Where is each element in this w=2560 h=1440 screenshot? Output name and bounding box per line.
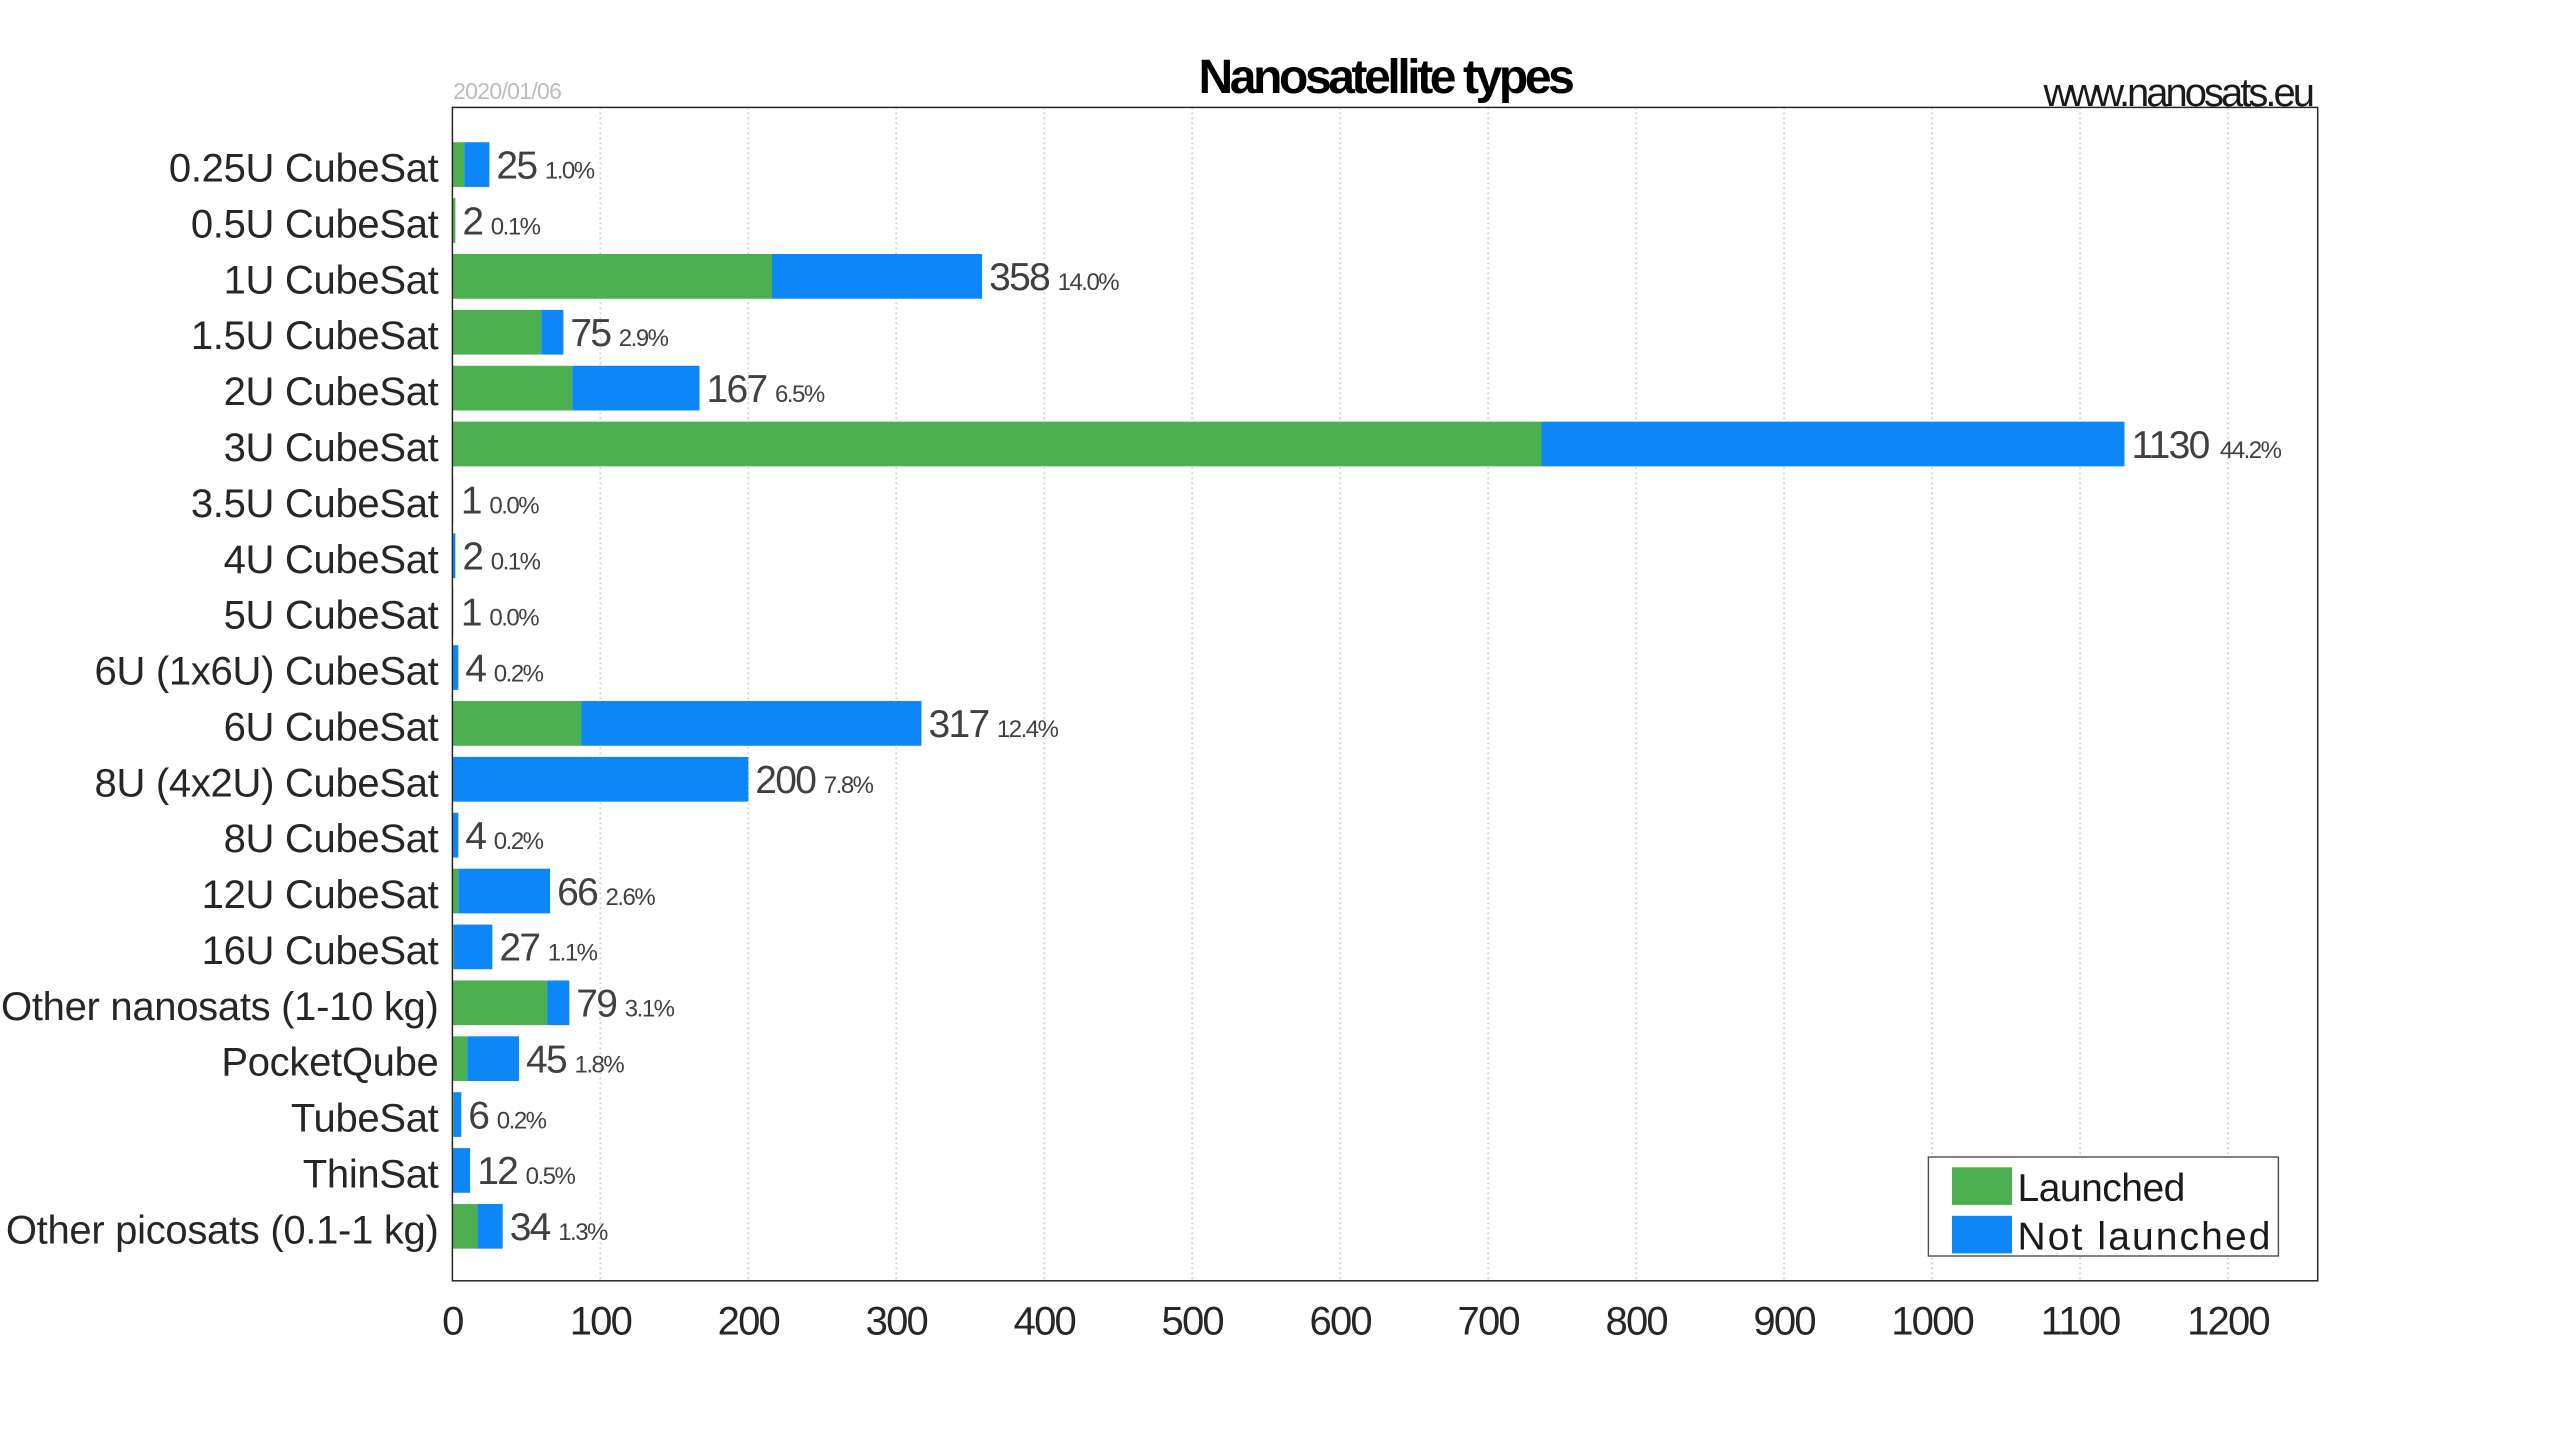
svg-text:8U (4x2U) CubeSat: 8U (4x2U) CubeSat [95,761,439,805]
svg-text:27: 27 [499,927,539,970]
svg-text:Other nanosats (1-10 kg): Other nanosats (1-10 kg) [1,985,438,1029]
svg-text:12.4%: 12.4% [997,716,1059,743]
svg-text:3.1%: 3.1% [625,996,675,1023]
svg-text:400: 400 [1014,1300,1076,1344]
svg-text:www.nanosats.eu: www.nanosats.eu [2042,71,2312,115]
svg-text:79: 79 [576,983,616,1026]
svg-text:300: 300 [866,1300,928,1344]
svg-text:500: 500 [1162,1300,1224,1344]
svg-text:Launched: Launched [2018,1167,2185,1210]
svg-text:66: 66 [557,871,597,914]
svg-text:0.1%: 0.1% [491,213,541,240]
svg-text:34: 34 [510,1206,551,1249]
svg-text:2.6%: 2.6% [606,884,656,911]
svg-text:4U CubeSat: 4U CubeSat [224,538,439,582]
svg-text:1.0%: 1.0% [545,157,595,184]
svg-text:600: 600 [1310,1300,1372,1344]
svg-text:1200: 1200 [2187,1300,2269,1344]
svg-text:800: 800 [1606,1300,1668,1344]
svg-text:1130: 1130 [2132,424,2210,467]
svg-text:Not launched: Not launched [2018,1216,2273,1259]
svg-text:Nanosatellite types: Nanosatellite types [1199,51,1574,104]
svg-text:317: 317 [929,703,989,746]
svg-text:ThinSat: ThinSat [303,1152,439,1196]
svg-text:12U CubeSat: 12U CubeSat [202,873,439,917]
svg-text:4: 4 [465,815,486,858]
svg-text:0.1%: 0.1% [491,549,541,576]
svg-text:6.5%: 6.5% [775,381,825,408]
svg-text:3U CubeSat: 3U CubeSat [224,426,439,470]
svg-text:75: 75 [570,312,611,355]
svg-text:Other picosats (0.1-1 kg): Other picosats (0.1-1 kg) [6,1208,439,1252]
svg-text:0.2%: 0.2% [494,828,544,855]
svg-text:2020/01/06: 2020/01/06 [453,78,561,104]
svg-text:14.0%: 14.0% [1058,269,1120,296]
svg-text:0.0%: 0.0% [489,604,539,631]
svg-text:5U CubeSat: 5U CubeSat [224,594,439,638]
svg-text:0: 0 [442,1300,463,1344]
svg-text:0.5%: 0.5% [526,1163,576,1190]
svg-text:1U CubeSat: 1U CubeSat [224,258,439,302]
svg-text:0.25U CubeSat: 0.25U CubeSat [169,147,439,191]
svg-text:3.5U CubeSat: 3.5U CubeSat [191,482,439,526]
svg-text:2U CubeSat: 2U CubeSat [224,370,439,414]
svg-text:1.3%: 1.3% [558,1219,608,1246]
svg-text:4: 4 [465,647,486,690]
svg-text:6: 6 [468,1094,488,1137]
svg-text:900: 900 [1753,1300,1815,1344]
svg-text:2: 2 [462,536,482,579]
svg-text:2: 2 [462,200,482,243]
svg-text:1: 1 [461,591,481,634]
svg-text:8U CubeSat: 8U CubeSat [224,817,439,861]
svg-text:0.2%: 0.2% [494,660,544,687]
svg-text:PocketQube: PocketQube [221,1041,438,1085]
svg-text:1000: 1000 [1891,1300,1973,1344]
svg-text:0.5U CubeSat: 0.5U CubeSat [191,203,439,247]
svg-text:1.1%: 1.1% [548,940,598,967]
svg-text:44.2%: 44.2% [2220,437,2282,464]
svg-text:358: 358 [989,256,1049,299]
svg-text:TubeSat: TubeSat [291,1097,439,1141]
svg-text:700: 700 [1458,1300,1520,1344]
svg-text:6U (1x6U) CubeSat: 6U (1x6U) CubeSat [95,650,439,694]
svg-text:1.5U CubeSat: 1.5U CubeSat [191,314,439,358]
svg-text:200: 200 [718,1300,780,1344]
svg-text:2.9%: 2.9% [619,325,669,352]
svg-text:12: 12 [477,1150,517,1193]
svg-text:0.0%: 0.0% [489,493,539,520]
svg-text:6U CubeSat: 6U CubeSat [224,705,439,749]
svg-text:100: 100 [570,1300,632,1344]
svg-text:1.8%: 1.8% [575,1052,625,1079]
svg-text:1: 1 [461,480,481,523]
svg-text:167: 167 [707,368,767,411]
svg-text:16U CubeSat: 16U CubeSat [202,929,439,973]
svg-text:25: 25 [496,144,537,187]
svg-text:7.8%: 7.8% [824,772,874,799]
svg-text:45: 45 [526,1039,567,1082]
svg-text:1100: 1100 [2041,1300,2120,1344]
svg-text:200: 200 [755,759,816,802]
svg-text:0.2%: 0.2% [497,1107,547,1134]
